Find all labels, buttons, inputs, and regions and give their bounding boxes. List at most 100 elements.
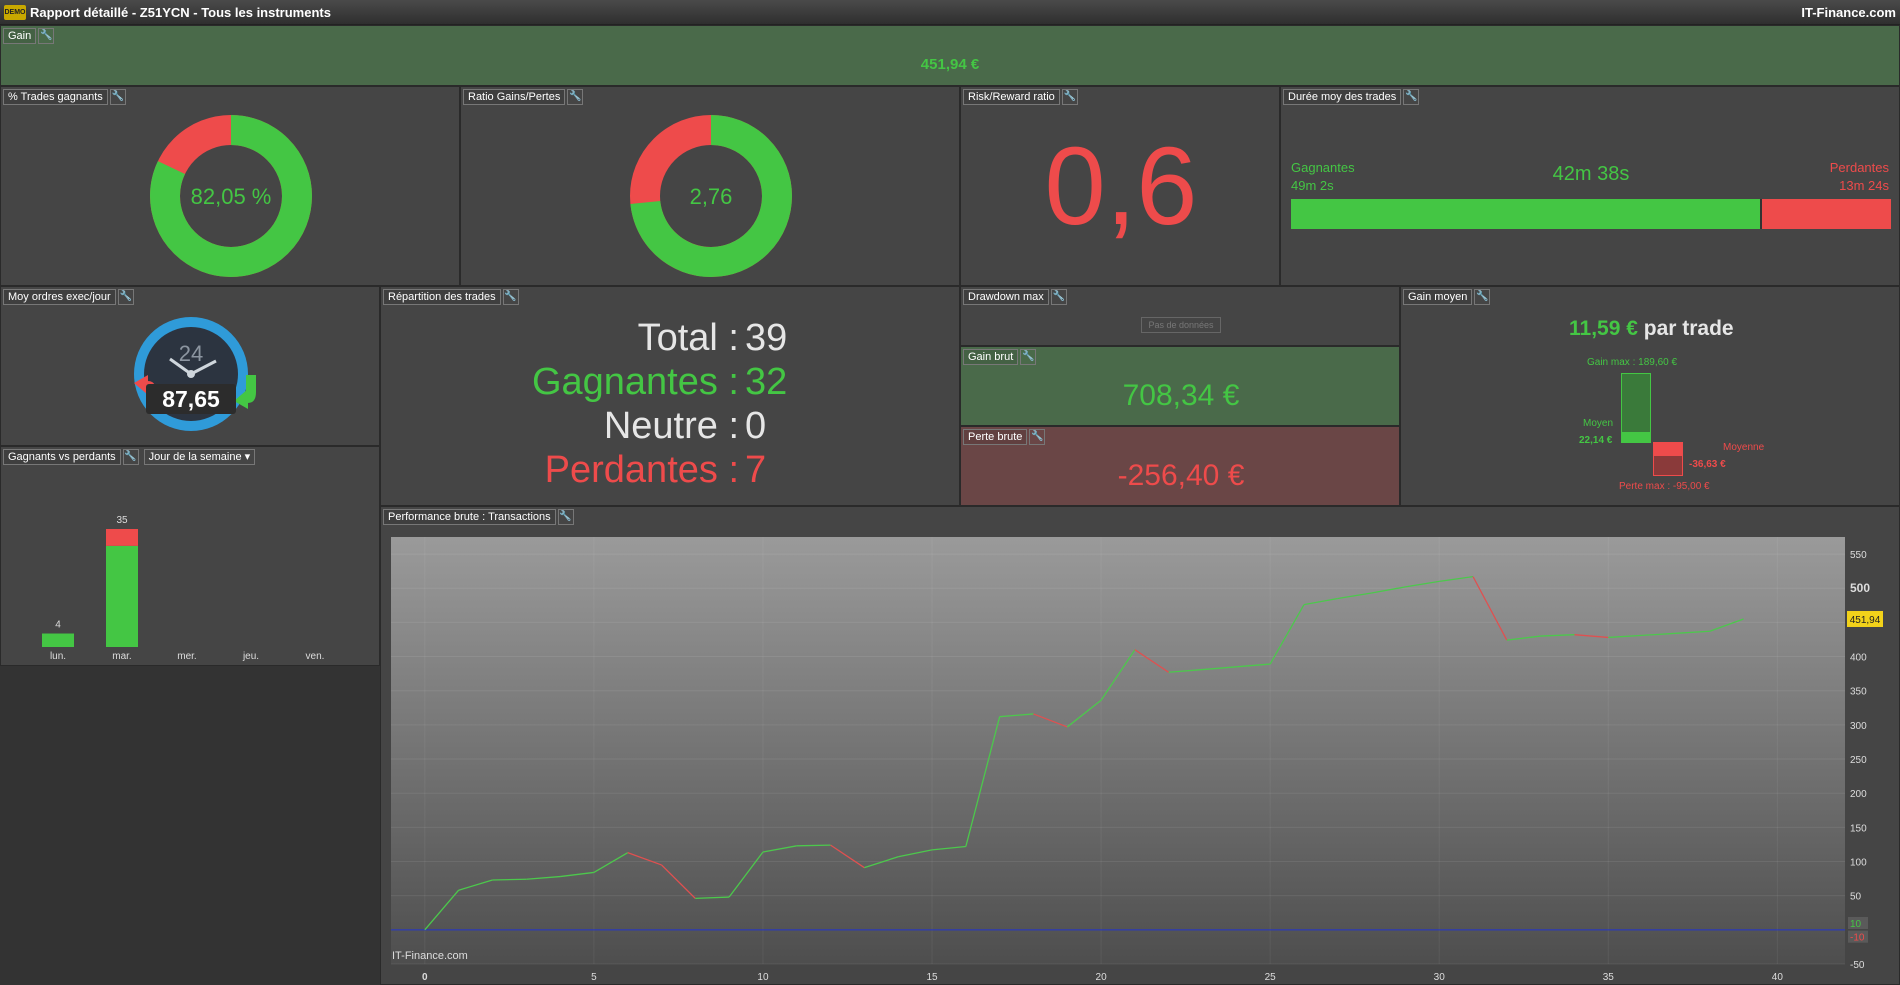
last-value-label: 451,94 [1850,615,1881,626]
panel-label: Risk/Reward ratio [963,89,1060,105]
ytick-label: -10 [1850,933,1865,944]
row-value: 39 [745,317,788,359]
duration-bar [1291,199,1891,229]
line-segment-up [999,713,1034,718]
wrench-icon[interactable]: 🔧 [1061,89,1078,105]
wrench-icon[interactable]: 🔧 [122,449,139,465]
repartition-row: Perdantes :7 [381,449,959,493]
performance-panel: Performance brute : Transactions 🔧 550 500… [380,506,1900,985]
line-segment-up [1506,635,1541,641]
xtick-label: 25 [1265,972,1277,983]
line-segment-up [1168,668,1203,673]
donut-value: 2,76 [689,184,733,209]
xtick-label: 30 [1434,972,1446,983]
ytick-box [1848,930,1868,943]
line-segment-up [492,878,527,881]
line-segment-up [695,896,730,900]
repartition-panel: Répartition des trades 🔧 Total :39 Gagnan… [380,286,960,506]
perte-max-label: Perte max : -95,00 € [1619,481,1710,492]
duration-bar-win [1291,199,1762,229]
line-segment-up [1675,630,1710,634]
line-segment-up [762,845,797,853]
xtick-label: 10 [757,972,769,983]
panel-label: Drawdown max [963,289,1049,305]
donut-value: 82,05 % [190,184,272,209]
wrench-icon[interactable]: 🔧 [502,289,519,305]
panel-label: % Trades gagnants [3,89,108,105]
performance-chart: 5505004504003503002502001501005010-10-50… [391,537,1883,983]
wrench-icon[interactable]: 🔧 [38,28,55,44]
weekday-bar-chart: 4 lun. 35 mar. mer. jeu. ven. [42,515,324,662]
xtick-label: 0 [422,972,428,983]
repartition-row: Neutre :0 [381,405,959,449]
ytick-label: 50 [1850,892,1862,903]
line-segment-up [1100,649,1136,701]
chart-watermark: IT-Finance.com [392,950,468,962]
wrench-icon[interactable]: 🔧 [1403,89,1420,105]
xtick-label: 15 [926,972,938,983]
loss-label: Perdantes [1829,160,1889,175]
gain-brut-panel: Gain brut 🔧 708,34 € [960,346,1400,426]
gain-moyen-headline: 11,59 € par trade [1569,317,1734,341]
bar-gagnants [42,633,74,647]
perte-brute-panel: Perte brute 🔧 -256,40 € [960,426,1400,506]
risk-reward-panel: Risk/Reward ratio 🔧 0,6 [960,86,1280,286]
panel-label: Durée moy des trades [1283,89,1402,105]
line-segment-down [1033,713,1068,728]
panel-label: Gain moyen [1403,289,1473,305]
ytick-label: 300 [1850,721,1867,732]
last-value-marker [1847,610,1883,627]
line-segment-up [898,849,933,858]
line-segment-up [1066,699,1102,728]
wrench-icon[interactable]: 🔧 [567,89,584,105]
xtick-label: 5 [591,972,597,983]
panel-label: Moy ordres exec/jour [3,289,116,305]
moyen-label: Moyen [1583,418,1614,429]
gain-panel: Gain 🔧 451,94 € [0,25,1900,86]
empty-area [0,666,380,985]
repartition-row: Total :39 [381,317,959,361]
ratio-panel: Ratio Gains/Pertes 🔧 2,76 [460,86,960,286]
clock-number: 24 [178,341,204,366]
line-segment-down [830,844,865,869]
weekday-dropdown[interactable]: Jour de la semaine ▾ [143,449,256,465]
plot-area [391,537,1845,964]
line-segment-up [864,856,899,869]
moy-ordres-panel: Moy ordres exec/jour 🔧 24 87,65 [0,286,380,446]
line-segment-up [728,851,764,898]
moyenne-label: Moyenne [1723,442,1765,453]
wrench-icon[interactable]: 🔧 [1474,289,1491,305]
ytick-label: 500 [1850,581,1870,595]
line-segment-up [559,871,594,878]
wrench-icon[interactable]: 🔧 [1029,429,1046,445]
wrench-icon[interactable]: 🔧 [109,89,126,105]
line-segment-up [931,845,966,851]
line-segment-down [1574,634,1609,639]
avg-gain-suffix: par trade [1637,317,1734,340]
donut-chart [150,115,312,277]
wrench-icon[interactable]: 🔧 [557,509,574,525]
panel-label: Ratio Gains/Pertes [463,89,566,105]
ytick-label: 10 [1850,919,1862,930]
panel-label: Répartition des trades [383,289,501,305]
wrench-icon[interactable]: 🔧 [1050,289,1067,305]
gain-moyen-panel: Gain moyen 🔧 11,59 € par trade Gain max :… [1400,286,1900,506]
wrench-icon[interactable]: 🔧 [1020,349,1037,365]
orders-value: 87,65 [146,384,236,414]
gain-brut-value: 708,34 € [1122,379,1240,412]
xtick-label: 40 [1772,972,1784,983]
line-segment-up [1337,592,1372,600]
line-segment-up [1709,618,1744,632]
gagnants-vs-perdants-panel: Gagnants vs perdants 🔧 Jour de la semaine … [0,446,380,666]
brand-label: IT-Finance.com [1801,5,1896,20]
ytick-label: 100 [1850,858,1867,869]
wrench-icon[interactable]: 🔧 [117,289,134,305]
line-segment-up [1236,663,1271,668]
category-label: jeu. [242,651,259,662]
loss-time: 13m 24s [1839,178,1889,193]
demo-badge: DEMO [4,5,26,20]
bar-total-label: 35 [116,515,128,526]
xtick-label: 35 [1603,972,1615,983]
bar-perdants [106,529,138,546]
bar-gagnants [106,545,138,647]
